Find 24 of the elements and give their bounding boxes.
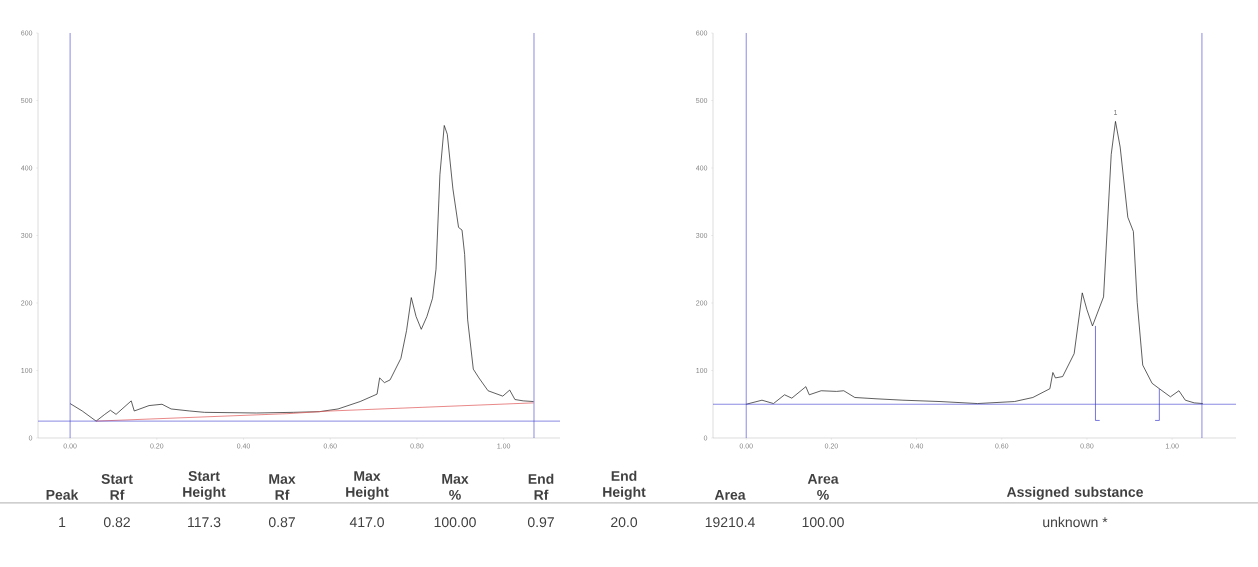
- text: 100.00: [802, 517, 844, 528]
- category-label: Max %: [442, 474, 469, 500]
- line-series: [69, 125, 534, 422]
- text: 0.82: [103, 517, 130, 528]
- line-series: [745, 121, 1204, 405]
- text: 1: [59, 517, 66, 527]
- text: 117.3: [188, 517, 221, 528]
- category-label: Start Height: [183, 471, 226, 500]
- category-label: End Rf: [528, 473, 554, 500]
- text: 417.0: [349, 517, 384, 528]
- text: 19210.4: [705, 517, 755, 528]
- text: 100.00: [434, 517, 476, 528]
- text: 20.0: [611, 517, 638, 528]
- category-label: Area: [714, 490, 746, 500]
- category-label: Max Rf: [269, 474, 296, 500]
- text: unknown *: [1043, 516, 1108, 528]
- category-label: Assigned substance: [1006, 486, 1143, 500]
- text: 0.87: [268, 517, 295, 528]
- text: 0.97: [527, 517, 554, 528]
- category-label: Area %: [807, 474, 839, 500]
- category-label: End Height: [603, 470, 646, 500]
- category-label: Max Height: [346, 471, 389, 500]
- category-label: Peak: [46, 489, 79, 500]
- category-label: Start Rf: [101, 474, 133, 500]
